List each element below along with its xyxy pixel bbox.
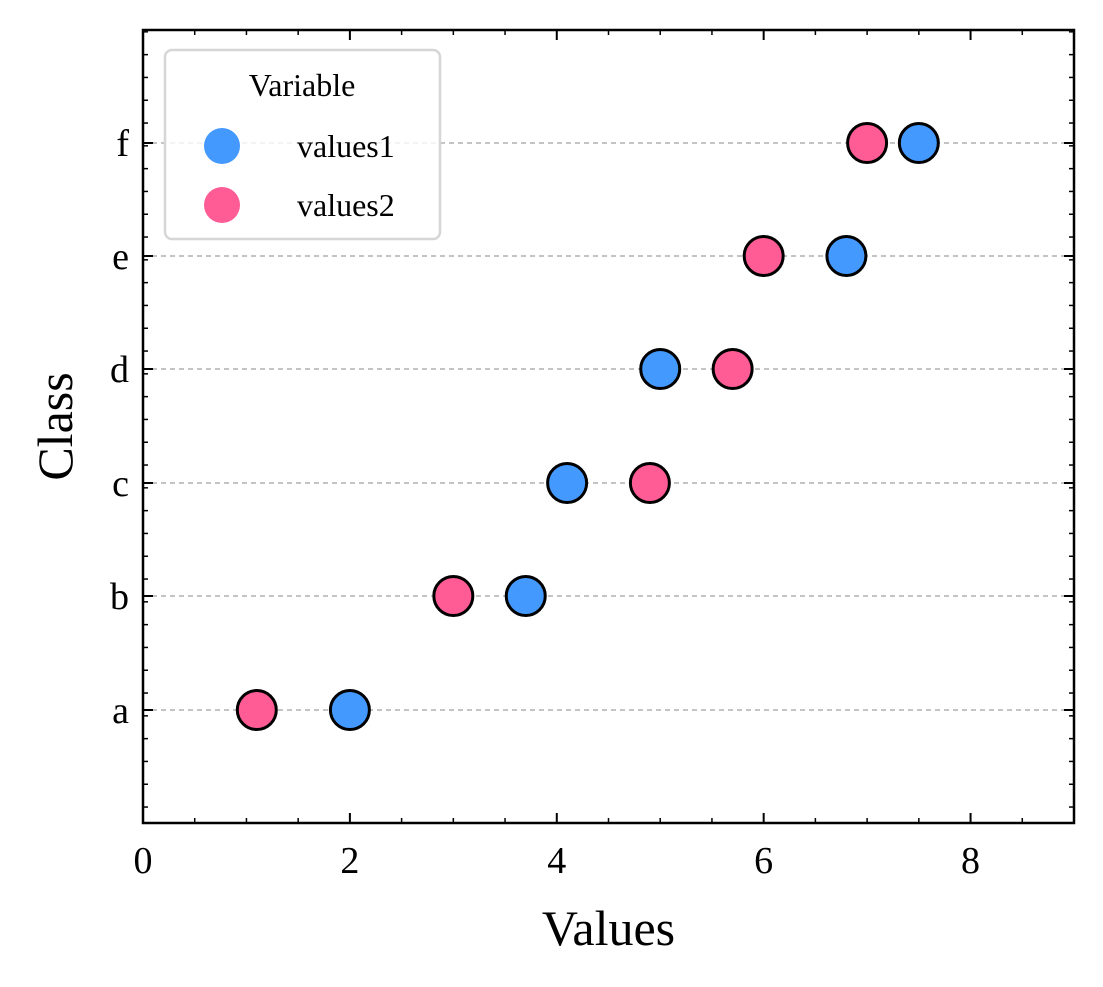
point-values2-a (235, 689, 278, 731)
legend-title: Variable (249, 67, 356, 103)
y-tick-label-b: b (110, 576, 129, 618)
y-tick-label-e: e (112, 236, 129, 278)
point-values2-b (432, 575, 475, 617)
x-tick-label-0: 0 (134, 840, 153, 882)
x-tick-label-2: 2 (340, 840, 359, 882)
x-tick-label-8: 8 (961, 840, 980, 882)
legend-label-values1: values1 (297, 128, 395, 164)
point-values2-e (742, 235, 785, 277)
y-tick-label-a: a (112, 690, 129, 732)
y-tick-label-d: d (110, 349, 129, 391)
legend: Variable values1 values2 (163, 48, 442, 241)
legend-marker-values1 (204, 128, 240, 164)
plot-frame (141, 28, 1076, 825)
point-values1-a (328, 689, 371, 731)
x-tick-label-6: 6 (754, 840, 773, 882)
data-points (235, 122, 940, 731)
point-values2-f (846, 122, 889, 164)
point-values1-f (897, 122, 940, 164)
x-axis-label: Values (542, 900, 675, 956)
tick-labels: 0 2 4 6 8 a b c d e f (110, 123, 980, 882)
legend-label-values2: values2 (297, 187, 395, 223)
point-values1-d (639, 348, 682, 390)
point-values2-c (628, 462, 671, 504)
legend-marker-values2 (204, 187, 240, 223)
x-tick-label-4: 4 (547, 840, 566, 882)
y-tick-label-c: c (112, 463, 129, 505)
point-values1-b (504, 575, 547, 617)
y-tick-label-f: f (116, 123, 129, 165)
y-axis-label: Class (27, 372, 83, 480)
point-values2-d (711, 348, 754, 390)
point-values1-e (825, 235, 868, 277)
point-values1-c (546, 462, 589, 504)
